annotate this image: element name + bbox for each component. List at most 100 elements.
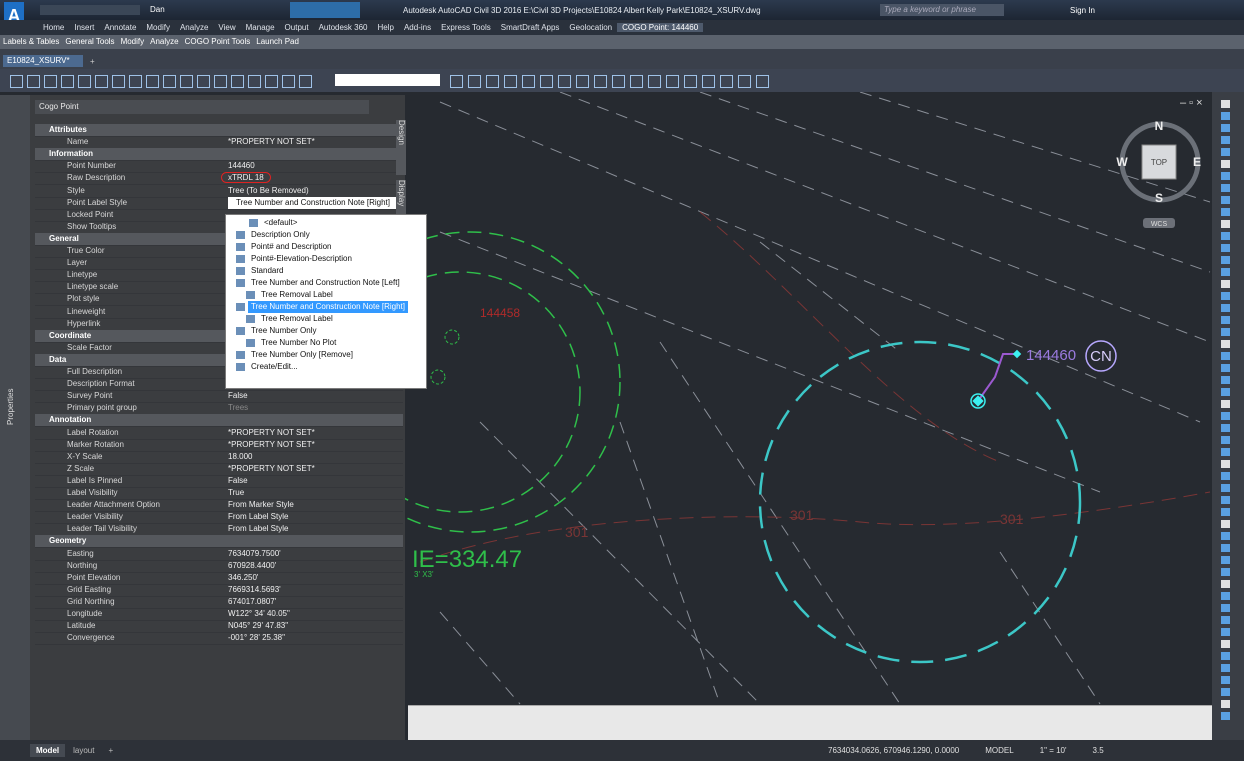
dropdown-item[interactable]: Tree Number Only (251, 326, 317, 335)
tool-icon[interactable] (1221, 544, 1230, 552)
tool-icon[interactable] (1221, 124, 1230, 132)
ribbon-tab[interactable]: COGO Point: 144460 (617, 23, 704, 32)
ribbon-tab[interactable]: Modify (146, 23, 170, 32)
ribbon-tab[interactable]: Annotate (104, 23, 137, 32)
property-row[interactable]: Label Visibility True (35, 487, 403, 500)
dropdown-item[interactable]: Tree Number No Plot (261, 338, 337, 347)
tool-icon[interactable] (594, 75, 607, 88)
tool-icon[interactable] (1221, 328, 1230, 336)
tool-icon[interactable] (112, 75, 125, 88)
tool-icon[interactable] (214, 75, 227, 88)
tool-icon[interactable] (129, 75, 142, 88)
ribbon-tab[interactable]: Geolocation (569, 23, 613, 32)
ribbon-tab[interactable]: SmartDraft Apps (500, 23, 560, 32)
tool-icon[interactable] (231, 75, 244, 88)
property-row[interactable]: Style Tree (To Be Removed) (35, 185, 403, 198)
ribbon-tab[interactable]: Add-ins (403, 23, 432, 32)
tool-icon[interactable] (1221, 712, 1230, 720)
property-row[interactable]: X-Y Scale 18.000 (35, 451, 403, 464)
property-row[interactable]: Z Scale *PROPERTY NOT SET* (35, 463, 403, 476)
property-row[interactable]: Plot style (35, 293, 403, 307)
ribbon-tab[interactable]: Output (284, 23, 309, 32)
tool-icon[interactable] (1221, 148, 1230, 156)
viewcube-south[interactable]: S (1155, 191, 1163, 205)
tool-icon[interactable] (61, 75, 74, 88)
section-header[interactable]: Information (35, 148, 403, 162)
tool-icon[interactable] (522, 75, 535, 88)
tool-icon[interactable] (1221, 664, 1230, 672)
ribbon-tab[interactable]: Help (377, 23, 394, 32)
tool-icon[interactable] (1221, 244, 1230, 252)
new-tab[interactable]: + (90, 57, 95, 66)
property-row[interactable]: Leader Visibility From Label Style (35, 511, 403, 525)
dropdown-item[interactable]: Tree Removal Label (261, 290, 333, 299)
tool-icon[interactable] (265, 75, 278, 88)
dropdown-item[interactable]: Create/Edit... (251, 362, 298, 371)
ribbon-tab[interactable]: Autodesk 360 (318, 23, 368, 32)
tool-icon[interactable] (1221, 268, 1230, 276)
tool-icon[interactable] (78, 75, 91, 88)
property-row[interactable]: Name *PROPERTY NOT SET* (35, 136, 403, 150)
tool-icon[interactable] (163, 75, 176, 88)
tool-icon[interactable] (1221, 484, 1230, 492)
tool-icon[interactable] (1221, 100, 1230, 108)
dropdown-item[interactable]: Tree Removal Label (261, 314, 333, 323)
tool-icon[interactable] (95, 75, 108, 88)
tool-icon[interactable] (1221, 508, 1230, 516)
tool-icon[interactable] (282, 75, 295, 88)
property-row[interactable]: Point Elevation 346.250' (35, 572, 403, 585)
property-row[interactable]: Grid Easting 7669314.5693' (35, 584, 403, 597)
tool-icon[interactable] (1221, 436, 1230, 444)
property-row[interactable]: Leader Tail Visibility From Label Style (35, 523, 403, 537)
tool-icon[interactable] (486, 75, 499, 88)
tool-icon[interactable] (10, 75, 23, 88)
property-row[interactable]: Longitude W122° 34' 40.05" (35, 608, 403, 621)
sign-in[interactable]: Sign In (1070, 6, 1095, 15)
tool-icon[interactable] (1221, 412, 1230, 420)
ribbon-tab[interactable]: Home (43, 23, 65, 32)
tool-icon[interactable] (504, 75, 517, 88)
section-header[interactable]: Geometry (35, 535, 403, 549)
ribbon-tab[interactable]: Insert (74, 23, 95, 32)
tool-icon[interactable] (299, 75, 312, 88)
layout-tab[interactable]: + (108, 746, 114, 755)
tool-icon[interactable] (1221, 424, 1230, 432)
ribbon-panel[interactable]: Launch Pad (256, 37, 299, 46)
tool-icon[interactable] (1221, 232, 1230, 240)
status-version[interactable]: 3.5 (1092, 746, 1104, 755)
tool-icon[interactable] (1221, 280, 1230, 288)
tool-icon[interactable] (1221, 460, 1230, 468)
tool-icon[interactable] (1221, 352, 1230, 360)
tool-icon[interactable] (1221, 208, 1230, 216)
ribbon-panel[interactable]: Analyze (150, 37, 179, 46)
tool-icon[interactable] (1221, 676, 1230, 684)
tool-icon[interactable] (146, 75, 159, 88)
property-row[interactable]: Linetype (35, 269, 403, 283)
ribbon-tab[interactable]: Analyze (179, 23, 209, 32)
tool-icon[interactable] (540, 75, 553, 88)
property-row[interactable]: Latitude N045° 29' 47.83" (35, 620, 403, 634)
tool-icon[interactable] (1221, 136, 1230, 144)
property-row[interactable]: Layer (35, 257, 403, 271)
viewcube[interactable]: TOP N S E W WCS (1116, 119, 1201, 228)
tool-icon[interactable] (1221, 220, 1230, 228)
tool-icon[interactable] (44, 75, 57, 88)
property-row[interactable]: Label Is Pinned False (35, 475, 403, 488)
tool-icon[interactable] (1221, 160, 1230, 168)
tool-icon[interactable] (1221, 592, 1230, 600)
property-row[interactable]: True Color (35, 245, 403, 258)
layout-tab[interactable]: layout (73, 746, 95, 755)
viewcube-north[interactable]: N (1155, 119, 1164, 133)
tool-icon[interactable] (576, 75, 589, 88)
dropdown-item[interactable]: Tree Number and Construction Note [Left] (251, 278, 400, 287)
tool-icon[interactable] (1221, 688, 1230, 696)
file-tab[interactable]: E10824_XSURV* (3, 55, 83, 67)
tool-icon[interactable] (180, 75, 193, 88)
status-space[interactable]: MODEL (985, 746, 1014, 755)
tool-icon[interactable] (1221, 556, 1230, 564)
tool-icon[interactable] (197, 75, 210, 88)
ucs-label[interactable]: WCS (1151, 221, 1168, 228)
ribbon-tab[interactable]: View (218, 23, 236, 32)
property-row[interactable]: Northing 670928.4400' (35, 560, 403, 573)
viewcube-face[interactable]: TOP (1151, 158, 1167, 167)
